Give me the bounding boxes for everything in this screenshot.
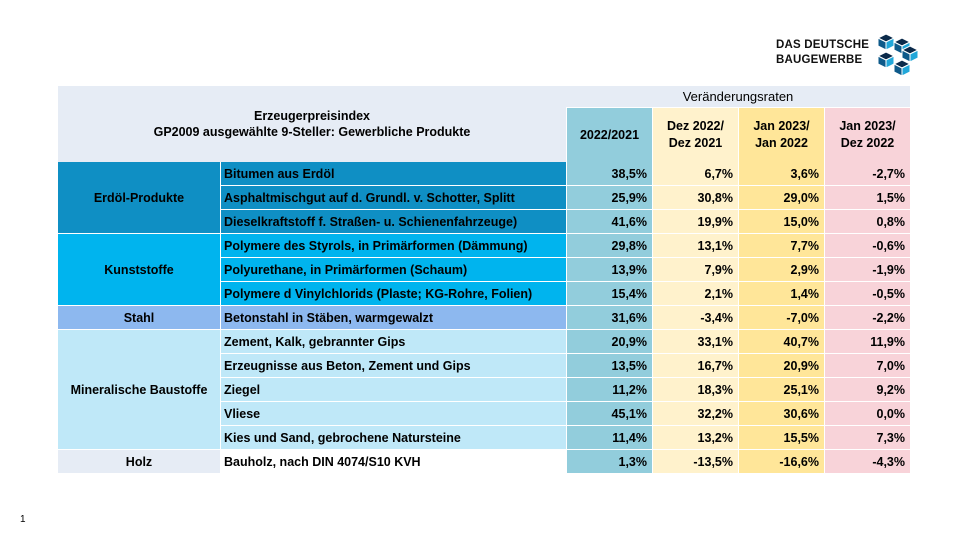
- value-r11-c3: 30,6%: [738, 402, 824, 426]
- value-r10-c3: 25,1%: [738, 378, 824, 402]
- value-r10-c4: 9,2%: [824, 378, 910, 402]
- group-mineralische-baustoffe: Mineralische Baustoffe: [58, 330, 220, 450]
- value-r13-c3: -16,6%: [738, 450, 824, 474]
- value-r1-c3: 3,6%: [738, 162, 824, 186]
- value-r3-c2: 19,9%: [652, 210, 738, 234]
- value-r13-c1: 1,3%: [566, 450, 652, 474]
- value-r5-c2: 7,9%: [652, 258, 738, 282]
- value-r4-c2: 13,1%: [652, 234, 738, 258]
- value-r2-c3: 29,0%: [738, 186, 824, 210]
- col-header-jan2023-jan2022: Jan 2023/ Jan 2022: [738, 108, 824, 162]
- brand-logo: DAS DEUTSCHE BAUGEWERBE: [776, 33, 926, 82]
- product-row-13: Bauholz, nach DIN 4074/S10 KVH: [220, 450, 566, 474]
- value-r11-c4: 0,0%: [824, 402, 910, 426]
- value-r1-c4: -2,7%: [824, 162, 910, 186]
- value-r9-c2: 16,7%: [652, 354, 738, 378]
- col-header-4-line-2: Dez 2022: [840, 136, 895, 150]
- product-row-9: Erzeugnisse aus Beton, Zement und Gips: [220, 354, 566, 378]
- value-r5-c3: 2,9%: [738, 258, 824, 282]
- value-r8-c2: 33,1%: [652, 330, 738, 354]
- value-r8-c1: 20,9%: [566, 330, 652, 354]
- value-r2-c2: 30,8%: [652, 186, 738, 210]
- value-r10-c2: 18,3%: [652, 378, 738, 402]
- value-r12-c1: 11,4%: [566, 426, 652, 450]
- value-r5-c1: 13,9%: [566, 258, 652, 282]
- table-title-line-1: Erzeugerpreisindex: [253, 109, 370, 123]
- value-r3-c3: 15,0%: [738, 210, 824, 234]
- product-row-7: Betonstahl in Stäben, warmgewalzt: [220, 306, 566, 330]
- col-header-2-line-1: Dez 2022/: [667, 119, 724, 133]
- product-row-11: Vliese: [220, 402, 566, 426]
- logo-text: DAS DEUTSCHE BAUGEWERBE: [776, 38, 869, 68]
- product-row-12: Kies und Sand, gebrochene Natursteine: [220, 426, 566, 450]
- value-r6-c1: 15,4%: [566, 282, 652, 306]
- change-rates-header: Veränderungsraten: [566, 86, 910, 108]
- product-row-4: Polymere des Styrols, in Primärformen (D…: [220, 234, 566, 258]
- value-r12-c3: 15,5%: [738, 426, 824, 450]
- product-row-1: Bitumen aus Erdöl: [220, 162, 566, 186]
- logo-line-2: BAUGEWERBE: [776, 54, 863, 66]
- value-r8-c3: 40,7%: [738, 330, 824, 354]
- col-header-2-line-2: Dez 2021: [668, 136, 723, 150]
- table-title-line-2: GP2009 ausgewählte 9-Steller: Gewerblich…: [153, 125, 471, 139]
- product-row-6: Polymere d Vinylchlorids (Plaste; KG-Roh…: [220, 282, 566, 306]
- value-r7-c1: 31,6%: [566, 306, 652, 330]
- product-row-2: Asphaltmischgut auf d. Grundl. v. Schott…: [220, 186, 566, 210]
- price-index-table: Erzeugerpreisindex GP2009 ausgewählte 9-…: [58, 86, 910, 474]
- value-r3-c4: 0,8%: [824, 210, 910, 234]
- col-header-4-line-1: Jan 2023/: [839, 119, 896, 133]
- col-header-2022-2021: 2022/2021: [566, 108, 652, 162]
- value-r6-c2: 2,1%: [652, 282, 738, 306]
- product-row-10: Ziegel: [220, 378, 566, 402]
- value-r12-c4: 7,3%: [824, 426, 910, 450]
- value-r8-c4: 11,9%: [824, 330, 910, 354]
- group-stahl: Stahl: [58, 306, 220, 330]
- col-header-1-label: 2022/2021: [579, 127, 640, 142]
- col-header-jan2023-dez2022: Jan 2023/ Dez 2022: [824, 108, 910, 162]
- value-r5-c4: -1,9%: [824, 258, 910, 282]
- value-r9-c4: 7,0%: [824, 354, 910, 378]
- value-r13-c4: -4,3%: [824, 450, 910, 474]
- value-r11-c2: 32,2%: [652, 402, 738, 426]
- value-r2-c4: 1,5%: [824, 186, 910, 210]
- col-header-3-line-2: Jan 2022: [755, 136, 808, 150]
- logo-cubes-icon: [876, 33, 920, 77]
- value-r6-c3: 1,4%: [738, 282, 824, 306]
- group-holz: Holz: [58, 450, 220, 474]
- product-row-5: Polyurethane, in Primärformen (Schaum): [220, 258, 566, 282]
- value-r4-c3: 7,7%: [738, 234, 824, 258]
- value-r3-c1: 41,6%: [566, 210, 652, 234]
- value-r4-c1: 29,8%: [566, 234, 652, 258]
- value-r4-c4: -0,6%: [824, 234, 910, 258]
- value-r12-c2: 13,2%: [652, 426, 738, 450]
- value-r6-c4: -0,5%: [824, 282, 910, 306]
- value-r7-c2: -3,4%: [652, 306, 738, 330]
- value-r7-c4: -2,2%: [824, 306, 910, 330]
- value-r10-c1: 11,2%: [566, 378, 652, 402]
- page-number: 1: [20, 514, 26, 525]
- value-r1-c1: 38,5%: [566, 162, 652, 186]
- group-kunststoffe: Kunststoffe: [58, 234, 220, 306]
- logo-line-1: DAS DEUTSCHE: [776, 39, 870, 51]
- value-r9-c1: 13,5%: [566, 354, 652, 378]
- value-r13-c2: -13,5%: [652, 450, 738, 474]
- col-header-3-line-1: Jan 2023/: [753, 119, 810, 133]
- value-r2-c1: 25,9%: [566, 186, 652, 210]
- table-title: Erzeugerpreisindex GP2009 ausgewählte 9-…: [58, 86, 566, 162]
- group-erdoel-produkte: Erdöl-Produkte: [58, 162, 220, 234]
- value-r11-c1: 45,1%: [566, 402, 652, 426]
- value-r9-c3: 20,9%: [738, 354, 824, 378]
- product-row-8: Zement, Kalk, gebrannter Gips: [220, 330, 566, 354]
- value-r7-c3: -7,0%: [738, 306, 824, 330]
- col-header-dez2022-dez2021: Dez 2022/ Dez 2021: [652, 108, 738, 162]
- value-r1-c2: 6,7%: [652, 162, 738, 186]
- product-row-3: Dieselkraftstoff f. Straßen- u. Schienen…: [220, 210, 566, 234]
